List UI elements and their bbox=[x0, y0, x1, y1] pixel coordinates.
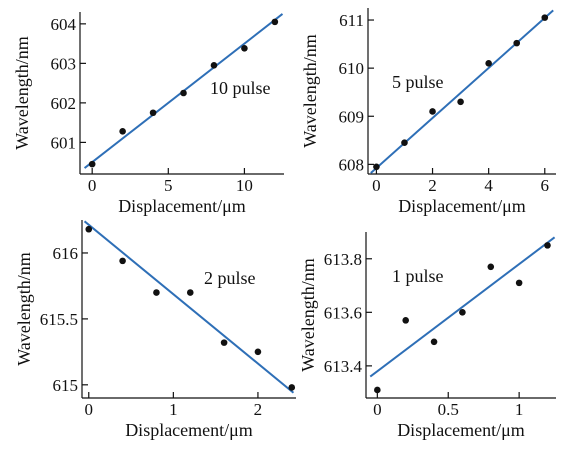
data-point bbox=[119, 258, 126, 265]
data-point bbox=[513, 40, 520, 47]
y-tick-label: 604 bbox=[51, 15, 77, 34]
data-point bbox=[187, 289, 194, 296]
data-point bbox=[288, 384, 295, 391]
x-tick-label: 0 bbox=[373, 400, 382, 419]
data-point bbox=[221, 339, 228, 346]
x-tick-label: 0 bbox=[372, 176, 381, 195]
data-point bbox=[459, 309, 466, 316]
data-point bbox=[544, 242, 551, 249]
data-point bbox=[255, 349, 262, 356]
x-tick-label: 2 bbox=[428, 176, 437, 195]
data-point bbox=[153, 289, 160, 296]
y-tick-label: 610 bbox=[339, 59, 365, 78]
y-tick-label: 601 bbox=[51, 133, 77, 152]
data-point bbox=[429, 108, 436, 115]
x-axis-label: Displacement/μm bbox=[397, 420, 525, 440]
data-point bbox=[89, 161, 96, 168]
y-tick-label: 609 bbox=[339, 107, 365, 126]
x-tick-label: 0.5 bbox=[438, 400, 459, 419]
x-tick-label: 0 bbox=[88, 176, 97, 195]
data-point bbox=[541, 14, 548, 21]
data-point bbox=[374, 387, 381, 394]
x-axis-label: Displacement/μm bbox=[398, 196, 526, 216]
data-point bbox=[272, 19, 279, 26]
data-point bbox=[401, 139, 408, 146]
y-tick-label: 613.8 bbox=[324, 250, 362, 269]
data-point bbox=[457, 99, 464, 106]
data-point bbox=[373, 163, 380, 170]
y-tick-label: 616 bbox=[53, 244, 79, 263]
data-point bbox=[241, 45, 248, 52]
x-axis-label: Displacement/μm bbox=[118, 196, 246, 216]
x-axis-label: Displacement/μm bbox=[125, 420, 253, 440]
y-tick-label: 615 bbox=[53, 376, 79, 395]
y-tick-label: 613.6 bbox=[324, 303, 362, 322]
x-tick-label: 5 bbox=[164, 176, 173, 195]
pulse-annotation: 5 pulse bbox=[392, 72, 444, 92]
y-tick-label: 603 bbox=[51, 54, 77, 73]
data-point bbox=[119, 128, 126, 135]
y-tick-label: 602 bbox=[51, 94, 77, 113]
x-tick-label: 1 bbox=[169, 400, 178, 419]
data-point bbox=[402, 317, 409, 324]
x-tick-label: 0 bbox=[85, 400, 94, 419]
pulse-annotation: 10 pulse bbox=[210, 78, 271, 98]
y-tick-label: 615.5 bbox=[40, 310, 78, 329]
chart-panel-3: 0 1 2 615 615.5 616 Displacement/μm Wavelength/… bbox=[14, 220, 296, 440]
y-axis-label: Wavelength/nm bbox=[298, 258, 318, 372]
data-point bbox=[85, 226, 92, 233]
y-tick-label: 608 bbox=[339, 155, 365, 174]
y-axis-label: Wavelength/nm bbox=[14, 252, 34, 366]
fit-line bbox=[85, 221, 294, 392]
data-point bbox=[516, 280, 523, 287]
data-point bbox=[211, 62, 218, 69]
y-tick-label: 613.4 bbox=[324, 357, 363, 376]
chart-panel-1: 0 5 10 601 602 603 604 Displacement/μm Wavelengt… bbox=[12, 12, 284, 216]
data-point bbox=[180, 90, 187, 97]
chart-panel-2: 0 2 4 6 608 609 610 611 Displacement/μm Wavelengt… bbox=[300, 8, 556, 216]
data-point bbox=[431, 338, 438, 345]
data-point bbox=[487, 264, 494, 271]
x-tick-label: 6 bbox=[541, 176, 550, 195]
pulse-annotation: 2 pulse bbox=[204, 268, 256, 288]
x-tick-label: 4 bbox=[484, 176, 493, 195]
chart-panel-4: 0 0.5 1 613.4 613.6 613.8 Displacement/μm Wavel… bbox=[298, 232, 556, 440]
y-axis-label: Wavelength/nm bbox=[300, 34, 320, 148]
x-tick-label: 2 bbox=[254, 400, 263, 419]
x-tick-label: 10 bbox=[236, 176, 253, 195]
y-tick-label: 611 bbox=[339, 11, 364, 30]
fit-line bbox=[370, 237, 554, 376]
y-axis-label: Wavelength/nm bbox=[12, 36, 32, 150]
data-point bbox=[485, 60, 492, 67]
pulse-annotation: 1 pulse bbox=[392, 266, 444, 286]
data-point bbox=[150, 109, 157, 116]
x-tick-label: 1 bbox=[515, 400, 524, 419]
